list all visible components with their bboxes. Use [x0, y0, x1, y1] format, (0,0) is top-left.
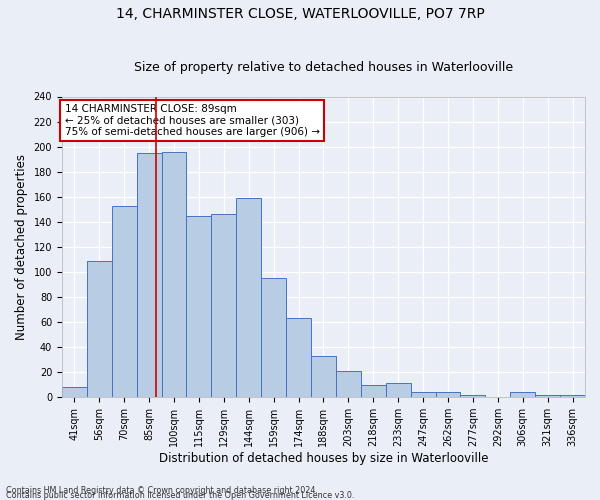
X-axis label: Distribution of detached houses by size in Waterlooville: Distribution of detached houses by size … — [159, 452, 488, 465]
Text: Contains HM Land Registry data © Crown copyright and database right 2024.: Contains HM Land Registry data © Crown c… — [6, 486, 318, 495]
Bar — [261, 278, 286, 397]
Bar — [311, 356, 336, 397]
Bar — [87, 260, 112, 397]
Bar — [187, 216, 211, 397]
Bar — [137, 153, 161, 397]
Y-axis label: Number of detached properties: Number of detached properties — [15, 154, 28, 340]
Text: Contains public sector information licensed under the Open Government Licence v3: Contains public sector information licen… — [6, 490, 355, 500]
Bar — [436, 392, 460, 397]
Bar — [361, 384, 386, 397]
Bar — [62, 387, 87, 397]
Bar — [460, 394, 485, 397]
Bar — [161, 152, 187, 397]
Bar — [236, 198, 261, 397]
Bar — [386, 384, 410, 397]
Bar — [112, 206, 137, 397]
Bar — [336, 371, 361, 397]
Title: Size of property relative to detached houses in Waterlooville: Size of property relative to detached ho… — [134, 62, 513, 74]
Text: 14 CHARMINSTER CLOSE: 89sqm
← 25% of detached houses are smaller (303)
75% of se: 14 CHARMINSTER CLOSE: 89sqm ← 25% of det… — [65, 104, 320, 137]
Bar — [286, 318, 311, 397]
Text: 14, CHARMINSTER CLOSE, WATERLOOVILLE, PO7 7RP: 14, CHARMINSTER CLOSE, WATERLOOVILLE, PO… — [116, 8, 484, 22]
Bar — [211, 214, 236, 397]
Bar — [410, 392, 436, 397]
Bar — [535, 394, 560, 397]
Bar — [560, 394, 585, 397]
Bar — [510, 392, 535, 397]
